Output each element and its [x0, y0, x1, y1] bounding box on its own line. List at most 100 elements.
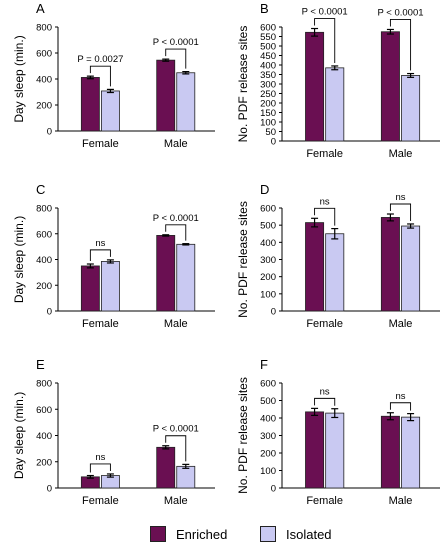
panel-f-significance-bracket: [389, 402, 412, 411]
panel-b-ytick-label: 450: [260, 51, 276, 62]
panel-d-ytick-label: 400: [260, 238, 276, 249]
legend-swatch-isolated: [260, 526, 276, 542]
panel-e-ytick-label: 800: [36, 379, 52, 390]
panel-a-bar-enriched: [156, 59, 176, 132]
panel-f-ytick-label: 600: [260, 379, 276, 390]
panel-b-bar-isolated: [401, 75, 421, 142]
panel-e-ytick-label: 200: [36, 457, 52, 468]
panel-c-significance-bracket: [89, 249, 111, 262]
panel-e-letter: E: [36, 357, 45, 372]
panel-d-significance-bracket: [389, 203, 412, 221]
panel-b-significance-label: P < 0.0001: [302, 7, 348, 18]
panel-c-bar-enriched: [80, 265, 100, 312]
panel-c-bar-isolated: [100, 261, 120, 312]
panel-f-ytick-label: 100: [260, 466, 276, 477]
panel-f-category-label: Male: [389, 495, 413, 507]
panel-e-bar-enriched: [156, 446, 176, 489]
panel-a-ylabel: Day sleep (min.): [12, 35, 26, 122]
panel-c-significance-label: P < 0.0001: [153, 213, 199, 224]
panel-c-ytick-label: 0: [47, 307, 52, 318]
panel-c-ytick-label: 800: [36, 204, 52, 215]
panel-c-category-label: Female: [82, 318, 119, 330]
panel-c-bar-isolated: [176, 243, 196, 312]
panel-a-ytick-label: 600: [36, 49, 52, 60]
panel-a-significance-label: P < 0.0001: [153, 37, 199, 48]
panel-a-category-label: Female: [82, 138, 119, 150]
panel-f-ytick-label: 300: [260, 431, 276, 442]
panel-a-significance-bracket: [89, 65, 111, 87]
panel-f-bar-enriched: [305, 411, 325, 489]
panel-e-bar-isolated: [176, 465, 196, 489]
panel-b-ytick-label: 50: [265, 127, 276, 138]
panel-f-ytick-label: 500: [260, 396, 276, 407]
panel-e-ytick-label: 600: [36, 405, 52, 416]
panel-a-significance-bracket: [165, 48, 187, 69]
panel-a-ytick-label: 0: [47, 127, 52, 138]
panel-c-significance-bracket: [165, 224, 187, 241]
panel-d-significance-label: ns: [320, 196, 330, 207]
panel-b-ytick-label: 150: [260, 108, 276, 119]
panel-d-category-label: Male: [389, 318, 413, 330]
panel-b-significance-bracket: [389, 19, 412, 71]
panel-d-ytick-label: 0: [271, 307, 276, 318]
panel-d-ylabel: No. PDF release sites: [236, 201, 250, 318]
panel-d-significance-label: ns: [395, 192, 405, 203]
panel-c-ylabel: Day sleep (min.): [12, 216, 26, 303]
panel-f-bar-enriched: [380, 415, 400, 489]
legend-label-isolated: Isolated: [286, 526, 332, 542]
legend-item-isolated: Isolated: [260, 520, 332, 548]
panel-d-bar-enriched: [380, 217, 400, 312]
panel-b-ytick-label: 200: [260, 99, 276, 110]
panel-b-ytick-label: 0: [271, 137, 276, 148]
panel-d-ytick-label: 500: [260, 221, 276, 232]
legend-label-enriched: Enriched: [176, 526, 228, 542]
panel-d-bar-enriched: [305, 222, 325, 312]
panel-d-ytick-label: 100: [260, 289, 276, 300]
panel-d-bar-isolated: [325, 233, 345, 312]
panel-f-letter: F: [260, 357, 268, 372]
panel-b-ytick-label: 550: [260, 32, 276, 43]
panel-e-significance-bracket: [89, 463, 111, 473]
panel-b-category-label: Male: [389, 148, 413, 160]
panel-a-ytick-label: 200: [36, 101, 52, 112]
panel-b-ytick-label: 250: [260, 89, 276, 100]
panel-b-ytick-label: 500: [260, 42, 276, 53]
panel-e-category-label: Female: [82, 495, 119, 507]
panel-b-bar-enriched: [380, 31, 400, 142]
panel-f-significance-label: ns: [395, 391, 405, 402]
panel-a-bar-isolated: [100, 90, 120, 132]
panel-f-bar-isolated: [401, 416, 421, 489]
panel-e-ylabel: Day sleep (min.): [12, 392, 26, 479]
panel-f-ylabel: No. PDF release sites: [236, 377, 250, 494]
panel-b-ytick-label: 350: [260, 70, 276, 81]
panel-b-ylabel: No. PDF release sites: [236, 26, 250, 143]
panel-a-category-label: Male: [164, 138, 188, 150]
panel-a-letter: A: [36, 1, 45, 16]
panel-b-ytick-label: 100: [260, 118, 276, 129]
panel-a-bar-enriched: [80, 77, 100, 132]
panel-c-bar-enriched: [156, 235, 176, 312]
panel-f-significance-bracket: [314, 397, 336, 406]
panel-c-significance-label: ns: [95, 238, 105, 249]
panel-d-ytick-label: 600: [260, 204, 276, 215]
panel-b-bar-isolated: [325, 67, 345, 142]
panel-f-ytick-label: 200: [260, 449, 276, 460]
panel-b-category-label: Female: [306, 148, 343, 160]
panel-c-letter: C: [36, 182, 45, 197]
panel-e-ytick-label: 400: [36, 431, 52, 442]
panel-a-bar-isolated: [176, 72, 196, 132]
panel-a-ytick-label: 400: [36, 75, 52, 86]
panel-c-ytick-label: 600: [36, 229, 52, 240]
panel-d-letter: D: [260, 182, 269, 197]
panel-b-significance-label: P < 0.0001: [377, 7, 423, 18]
panel-d-bar-isolated: [401, 225, 421, 312]
panel-b-ytick-label: 400: [260, 61, 276, 72]
legend-item-enriched: Enriched: [150, 520, 227, 548]
panel-e-significance-bracket: [165, 435, 187, 462]
panel-d-significance-bracket: [314, 207, 336, 226]
panel-a-significance-label: P = 0.0027: [77, 54, 123, 65]
panel-e-ytick-label: 0: [47, 484, 52, 495]
panel-f-category-label: Female: [306, 495, 343, 507]
panel-e-significance-label: ns: [95, 452, 105, 463]
